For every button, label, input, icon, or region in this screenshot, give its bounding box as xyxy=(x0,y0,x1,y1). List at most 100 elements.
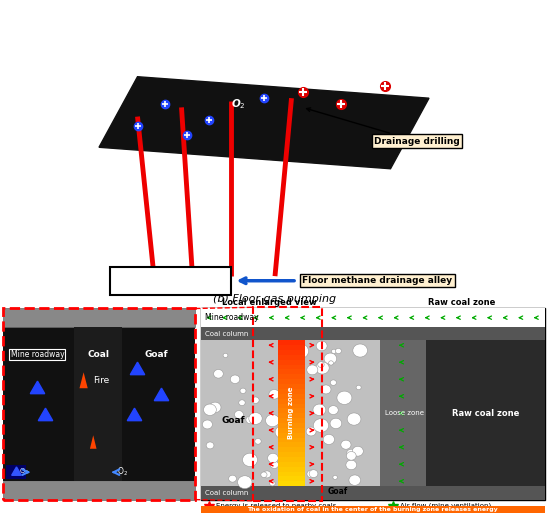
Circle shape xyxy=(209,402,221,413)
Circle shape xyxy=(202,420,212,429)
Circle shape xyxy=(346,449,356,458)
Bar xyxy=(278,350,305,355)
Bar xyxy=(278,403,305,408)
Bar xyxy=(3,327,195,481)
Circle shape xyxy=(307,365,318,375)
Bar xyxy=(201,486,544,499)
Text: Local enlarged view: Local enlarged view xyxy=(222,298,317,307)
Text: O$_2$: O$_2$ xyxy=(117,466,128,478)
Circle shape xyxy=(240,388,246,394)
Bar xyxy=(278,466,305,471)
Bar xyxy=(201,308,544,327)
Text: O$_2$: O$_2$ xyxy=(19,467,30,477)
Circle shape xyxy=(213,369,223,378)
Bar xyxy=(278,340,305,345)
Circle shape xyxy=(346,460,356,470)
Circle shape xyxy=(353,344,367,357)
Circle shape xyxy=(279,362,284,368)
Bar xyxy=(278,452,305,457)
Circle shape xyxy=(246,416,255,424)
Circle shape xyxy=(255,439,261,444)
Circle shape xyxy=(279,461,288,468)
Circle shape xyxy=(249,413,262,424)
Text: Mine roadway: Mine roadway xyxy=(10,350,64,359)
Circle shape xyxy=(266,414,279,427)
Bar xyxy=(278,447,305,452)
Text: The oxidation of coal in the center of the burning zone releases energy: The oxidation of coal in the center of t… xyxy=(248,507,498,512)
Bar xyxy=(278,437,305,442)
Bar xyxy=(278,369,305,375)
Bar xyxy=(6,466,26,479)
Circle shape xyxy=(318,362,324,368)
Bar xyxy=(278,413,305,418)
Bar xyxy=(278,354,305,360)
Text: Air flow (mine ventilation): Air flow (mine ventilation) xyxy=(400,503,491,509)
Circle shape xyxy=(292,344,309,359)
Bar xyxy=(278,427,305,433)
Bar xyxy=(278,481,305,486)
Circle shape xyxy=(321,385,331,394)
Bar xyxy=(201,506,544,513)
Circle shape xyxy=(269,389,279,399)
Circle shape xyxy=(206,442,214,449)
Bar xyxy=(201,308,544,499)
Bar xyxy=(3,308,195,499)
Circle shape xyxy=(263,471,271,478)
Bar xyxy=(278,476,305,481)
Circle shape xyxy=(261,472,267,478)
Circle shape xyxy=(252,397,259,404)
Polygon shape xyxy=(80,372,88,388)
Text: CH$_4$: CH$_4$ xyxy=(358,79,380,93)
Bar xyxy=(3,308,195,327)
Text: Goaf: Goaf xyxy=(328,487,348,496)
Text: O$_2$: O$_2$ xyxy=(231,97,246,111)
Circle shape xyxy=(223,353,228,358)
Bar xyxy=(278,432,305,437)
Bar xyxy=(278,461,305,467)
Circle shape xyxy=(268,453,278,463)
Bar xyxy=(278,388,305,394)
Text: Drainage drilling: Drainage drilling xyxy=(307,108,460,145)
Circle shape xyxy=(306,427,316,436)
Circle shape xyxy=(309,470,318,478)
Circle shape xyxy=(234,411,244,418)
Circle shape xyxy=(238,476,252,489)
Bar xyxy=(253,307,322,501)
Circle shape xyxy=(307,470,316,478)
Bar xyxy=(278,417,305,423)
Circle shape xyxy=(313,404,326,415)
Bar xyxy=(278,393,305,399)
Bar xyxy=(3,308,195,499)
Bar xyxy=(278,345,305,350)
Bar xyxy=(278,398,305,404)
Circle shape xyxy=(270,481,275,486)
Text: (b) Floor gas pumping: (b) Floor gas pumping xyxy=(213,294,337,304)
Bar xyxy=(74,327,122,481)
Circle shape xyxy=(356,385,361,390)
Text: Floor methane drainage alley: Floor methane drainage alley xyxy=(302,276,453,285)
Text: Fire: Fire xyxy=(94,377,109,386)
Circle shape xyxy=(333,476,337,479)
Text: Mine roadway: Mine roadway xyxy=(205,313,258,322)
Text: Raw coal zone: Raw coal zone xyxy=(428,298,496,307)
Bar xyxy=(278,364,305,369)
Bar xyxy=(278,359,305,364)
Circle shape xyxy=(347,413,361,425)
Circle shape xyxy=(316,341,327,351)
Circle shape xyxy=(341,440,351,449)
Bar xyxy=(201,327,544,340)
Circle shape xyxy=(239,400,245,406)
Circle shape xyxy=(316,362,329,374)
Circle shape xyxy=(230,375,240,384)
Bar xyxy=(278,457,305,462)
Circle shape xyxy=(243,453,257,467)
Polygon shape xyxy=(90,435,97,449)
Bar xyxy=(278,384,305,389)
Circle shape xyxy=(330,418,342,428)
Circle shape xyxy=(324,353,337,364)
Bar xyxy=(379,340,426,486)
Text: Coal column: Coal column xyxy=(205,331,248,336)
Circle shape xyxy=(349,475,361,486)
Circle shape xyxy=(323,434,334,444)
Bar xyxy=(426,340,544,486)
